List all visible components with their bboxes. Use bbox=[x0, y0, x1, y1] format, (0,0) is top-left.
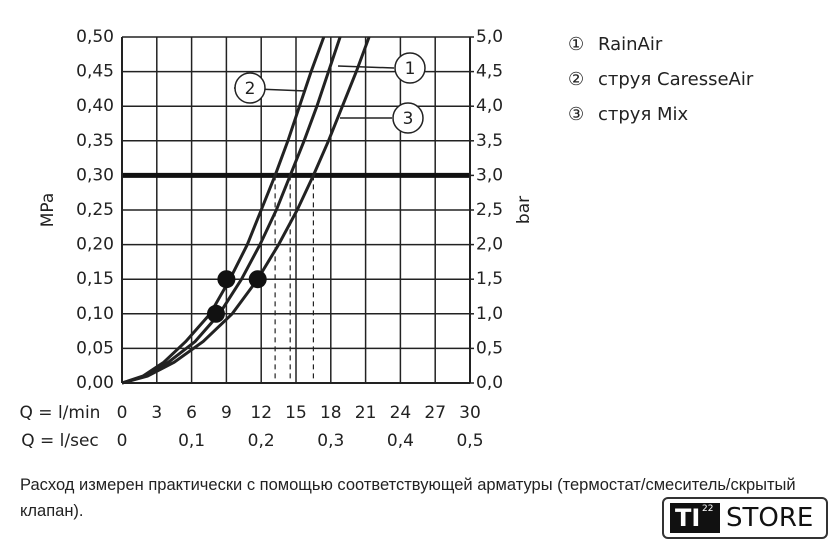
y-tick-label: 0,25 bbox=[76, 200, 114, 220]
y-tick-label: 0,10 bbox=[76, 304, 114, 324]
x-tick-label: 21 bbox=[355, 403, 377, 423]
footnote: Расход измерен практически с помощью соо… bbox=[20, 476, 796, 520]
curve bbox=[121, 36, 342, 385]
legend-symbol: ① bbox=[568, 34, 584, 55]
y-tick-label: 0,00 bbox=[76, 373, 114, 393]
x2-tick-label: 0,3 bbox=[317, 431, 344, 451]
legend-label: струя Mix bbox=[598, 104, 689, 125]
x-tick-label: 12 bbox=[250, 403, 272, 423]
x-tick-label: 0 bbox=[117, 403, 128, 423]
logo-superscript: 22 bbox=[702, 504, 714, 514]
logo: TI 22 STORE bbox=[662, 497, 828, 539]
x2-axis-label: Q = l/sec bbox=[21, 431, 99, 451]
legend-symbol: ② bbox=[568, 69, 584, 90]
legend-label: RainAir bbox=[598, 34, 663, 55]
callout-circle bbox=[392, 102, 424, 134]
logo-text: STORE bbox=[726, 503, 814, 533]
y2-tick-label: 3,0 bbox=[476, 165, 503, 185]
y2-tick-label: 0,5 bbox=[476, 338, 503, 358]
y2-tick-label: 1,5 bbox=[476, 269, 503, 289]
point bbox=[217, 270, 236, 289]
legend-label: струя CaresseAir bbox=[598, 69, 754, 90]
callout-label: 2 bbox=[245, 79, 256, 99]
y2-tick-label: 0,0 bbox=[476, 373, 503, 393]
y-tick-label: 0,40 bbox=[76, 96, 114, 116]
callout-label: 3 bbox=[403, 109, 414, 129]
y2-tick-label: 4,5 bbox=[476, 62, 503, 82]
x-tick-label: 15 bbox=[285, 403, 307, 423]
legend-symbol: ③ bbox=[568, 104, 584, 125]
x-tick-label: 18 bbox=[320, 403, 342, 423]
x2-tick-label: 0,4 bbox=[387, 431, 414, 451]
y2-tick-label: 2,0 bbox=[476, 235, 503, 255]
y2-tick-label: 2,5 bbox=[476, 200, 503, 220]
y2-tick-label: 1,0 bbox=[476, 304, 503, 324]
y-tick-label: 0,45 bbox=[76, 62, 114, 82]
y2-axis-label: bar bbox=[514, 196, 534, 224]
point bbox=[248, 270, 267, 289]
y-tick-label: 0,05 bbox=[76, 338, 114, 358]
callout-circle bbox=[394, 52, 426, 84]
x-tick-label: 27 bbox=[424, 403, 446, 423]
callout-circle bbox=[234, 72, 266, 104]
chart: Q = l/min Q = l/sec MPa bar 0,000,050,10… bbox=[20, 27, 754, 451]
x2-tick-label: 0 bbox=[117, 431, 128, 451]
x-tick-label: 24 bbox=[390, 403, 412, 423]
x2-tick-label: 0,5 bbox=[456, 431, 483, 451]
y2-tick-label: 4,0 bbox=[476, 96, 503, 116]
point bbox=[206, 304, 225, 323]
y-tick-label: 0,15 bbox=[76, 269, 114, 289]
curve bbox=[121, 36, 371, 385]
y2-tick-label: 5,0 bbox=[476, 27, 503, 47]
logo-mark: TI bbox=[670, 503, 720, 533]
curve bbox=[121, 36, 326, 385]
x-axis-label: Q = l/min bbox=[20, 403, 101, 423]
x-tick-label: 9 bbox=[221, 403, 232, 423]
x2-tick-label: 0,1 bbox=[178, 431, 205, 451]
y-tick-label: 0,50 bbox=[76, 27, 114, 47]
x-tick-label: 3 bbox=[151, 403, 162, 423]
callout-leader bbox=[337, 65, 395, 69]
y-tick-label: 0,30 bbox=[76, 165, 114, 185]
y-tick-label: 0,35 bbox=[76, 131, 114, 151]
y-tick-label: 0,20 bbox=[76, 235, 114, 255]
x-tick-label: 6 bbox=[186, 403, 197, 423]
callout-label: 1 bbox=[405, 59, 416, 79]
x2-tick-label: 0,2 bbox=[248, 431, 275, 451]
x-tick-label: 30 bbox=[459, 403, 481, 423]
y2-tick-label: 3,5 bbox=[476, 131, 503, 151]
y-axis-label: MPa bbox=[38, 193, 58, 228]
